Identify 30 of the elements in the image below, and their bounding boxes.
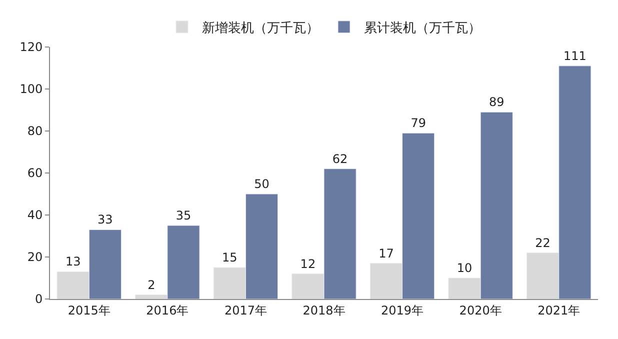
y-tick-label: 100 [20, 82, 43, 96]
data-label: 12 [300, 256, 316, 271]
legend-label: 累计装机（万千瓦） [364, 20, 481, 36]
legend-label: 新增装机（万千瓦） [202, 20, 319, 36]
x-tick-label: 2018年 [302, 303, 346, 318]
x-tick-label: 2019年 [381, 303, 424, 318]
data-label: 10 [456, 261, 472, 275]
data-label: 17 [378, 246, 394, 260]
x-tick-label: 2017年 [224, 303, 267, 318]
data-label: 22 [535, 236, 550, 250]
y-tick-label: 40 [27, 208, 43, 222]
x-tick-label: 2020年 [459, 303, 502, 318]
x-tick-label: 2015年 [68, 303, 110, 318]
data-label: 35 [176, 208, 192, 222]
y-tick-label: 60 [27, 166, 43, 180]
data-label: 13 [65, 254, 81, 269]
data-label: 33 [98, 212, 113, 227]
y-tick-label: 0 [34, 292, 43, 306]
data-label: 15 [222, 250, 238, 264]
y-tick-label: 120 [20, 40, 43, 54]
data-label: 111 [563, 48, 586, 63]
data-label: 79 [410, 116, 426, 130]
x-tick-label: 2016年 [146, 303, 189, 318]
data-label: 50 [254, 177, 270, 191]
data-label: 89 [488, 95, 504, 110]
y-tick-label: 20 [27, 250, 43, 264]
data-label: 2 [148, 278, 156, 292]
y-tick-label: 80 [27, 124, 43, 138]
data-label: 62 [332, 152, 348, 166]
x-tick-label: 2021年 [538, 303, 580, 318]
